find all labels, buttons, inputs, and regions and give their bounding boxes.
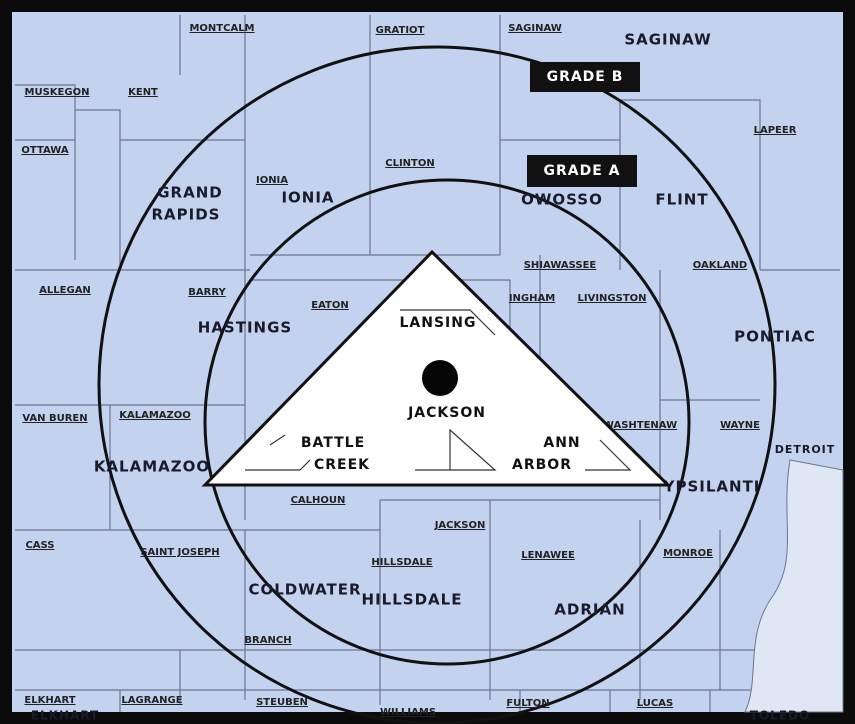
city-label: LANSING (400, 315, 477, 331)
city-label: HASTINGS (198, 319, 292, 337)
grade-b-circle (97, 45, 777, 724)
city-label: RAPIDS (152, 206, 221, 224)
county-label: ELKHART (24, 695, 75, 706)
station-dot (422, 360, 458, 396)
county-label: KENT (128, 87, 158, 98)
county-label: CLINTON (385, 158, 435, 169)
county-label: GRATIOT (376, 25, 425, 36)
county-label: CASS (25, 540, 54, 551)
county-label: IONIA (256, 175, 288, 186)
city-label: GRAND (157, 184, 222, 202)
grade-a-circle (203, 178, 691, 666)
county-label: JACKSON (434, 520, 486, 531)
county-label: BARRY (188, 287, 226, 298)
city-label: DETROIT (775, 443, 836, 456)
county-label: LAPEER (754, 125, 797, 136)
county-label: MONTCALM (189, 23, 254, 34)
county-label: MUSKEGON (25, 87, 90, 98)
county-label: WASHTENAW (603, 420, 677, 431)
county-label: LAGRANGE (121, 695, 182, 706)
county-label: SHIAWASSEE (524, 260, 597, 271)
city-label: JACKSON (407, 405, 486, 421)
city-label: TOLEDO (750, 709, 810, 723)
county-label: WAYNE (720, 420, 760, 431)
county-label: SAGINAW (508, 23, 562, 34)
lake (744, 459, 844, 713)
county-label: MONROE (663, 548, 713, 559)
city-label: ELKHART (31, 709, 99, 723)
county-label: FULTON (506, 698, 549, 709)
city-label: ANN (543, 435, 580, 451)
grade-a-label: GRADE A (544, 163, 621, 179)
city-label: PONTIAC (734, 328, 816, 346)
county-label: LENAWEE (521, 550, 575, 561)
city-label: ADRIAN (554, 601, 625, 619)
city-label: KALAMAZOO (94, 458, 210, 476)
city-label: FLINT (655, 191, 708, 209)
county-label: STEUBEN (256, 697, 308, 708)
county-label: LUCAS (637, 698, 673, 709)
grade-b-label: GRADE B (547, 69, 624, 85)
city-label: IONIA (281, 189, 334, 207)
county-label: SAINT JOSEPH (140, 547, 219, 558)
county-label: INGHAM (509, 293, 555, 304)
county-boundaries (15, 15, 844, 713)
county-label: VAN BUREN (22, 413, 87, 424)
county-labels: MONTCALM GRATIOT SAGINAW MUSKEGON KENT O… (21, 23, 796, 718)
city-label: CREEK (314, 457, 370, 473)
city-label: BATTLE (301, 435, 365, 451)
county-label: HILLSDALE (371, 557, 432, 568)
county-label: KALAMAZOO (119, 410, 191, 421)
county-label: EATON (311, 300, 349, 311)
grade-a-box (527, 155, 637, 187)
city-label: YPSILANTI (663, 478, 761, 496)
triangle-decoration (245, 309, 632, 471)
city-label: SAGINAW (624, 31, 711, 49)
county-label: OAKLAND (693, 260, 748, 271)
grade-b-box (530, 62, 640, 92)
city-label: HILLSDALE (362, 591, 463, 609)
county-label: CALHOUN (291, 495, 346, 506)
city-labels: SAGINAW GRAND RAPIDS IONIA OWOSSO FLINT … (31, 31, 836, 723)
city-label: OWOSSO (521, 191, 603, 209)
city-label: COLDWATER (248, 581, 361, 599)
county-label: OTTAWA (21, 145, 68, 156)
county-label: WILLIAMS (380, 707, 436, 718)
city-label: ARBOR (512, 457, 572, 473)
county-label: BRANCH (244, 635, 291, 646)
county-label: LIVINGSTON (577, 293, 646, 304)
county-label: ALLEGAN (39, 285, 91, 296)
